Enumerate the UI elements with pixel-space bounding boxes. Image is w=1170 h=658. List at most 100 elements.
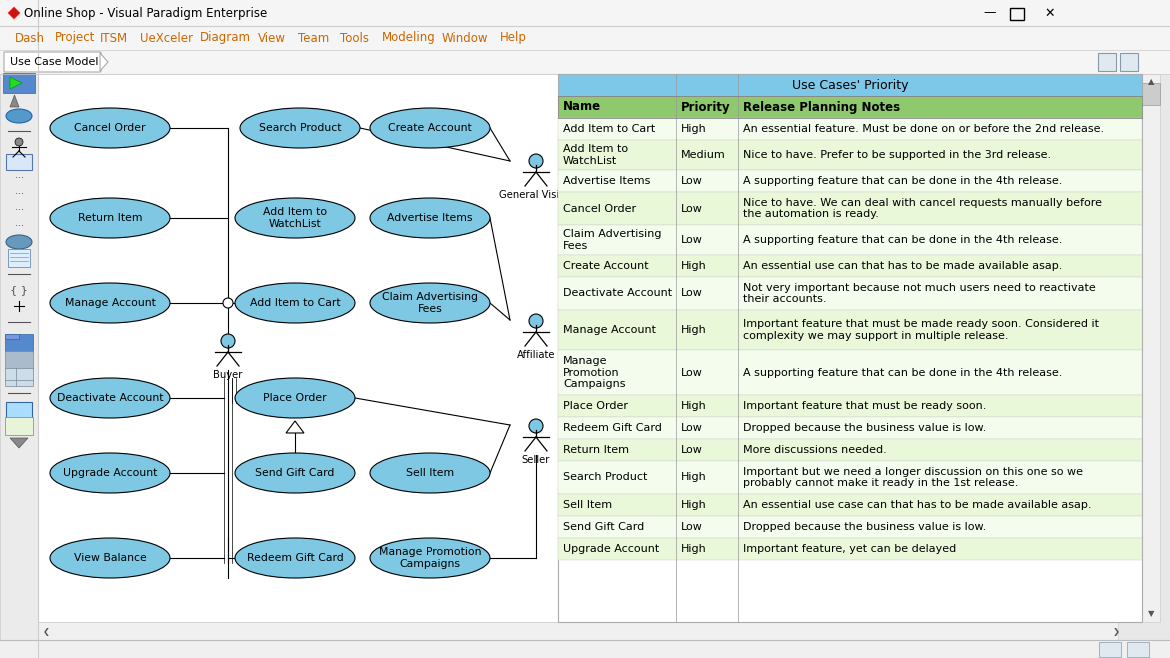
Text: UeXceler: UeXceler bbox=[140, 32, 193, 45]
Text: Tools: Tools bbox=[340, 32, 369, 45]
Ellipse shape bbox=[370, 108, 490, 148]
Text: Online Shop - Visual Paradigm Enterprise: Online Shop - Visual Paradigm Enterprise bbox=[25, 7, 267, 20]
Text: Low: Low bbox=[681, 176, 703, 186]
Text: An essential use case can that has to be made available asap.: An essential use case can that has to be… bbox=[743, 500, 1092, 510]
FancyBboxPatch shape bbox=[0, 0, 1170, 26]
Text: Affiliate: Affiliate bbox=[517, 350, 556, 360]
Text: Upgrade Account: Upgrade Account bbox=[563, 544, 659, 554]
FancyBboxPatch shape bbox=[558, 74, 1142, 622]
Text: High: High bbox=[681, 544, 707, 554]
FancyBboxPatch shape bbox=[1097, 53, 1116, 71]
FancyBboxPatch shape bbox=[4, 52, 101, 72]
Text: Claim Advertising
Fees: Claim Advertising Fees bbox=[381, 292, 479, 314]
Text: High: High bbox=[681, 472, 707, 482]
Text: ▲: ▲ bbox=[1148, 78, 1155, 86]
Text: { }: { } bbox=[11, 285, 28, 295]
Text: Release Planning Notes: Release Planning Notes bbox=[743, 101, 900, 113]
Text: ❯: ❯ bbox=[1113, 626, 1120, 636]
FancyBboxPatch shape bbox=[558, 140, 1142, 170]
Text: High: High bbox=[681, 325, 707, 335]
Text: Advertise Items: Advertise Items bbox=[387, 213, 473, 223]
Text: Diagram: Diagram bbox=[200, 32, 252, 45]
Text: Window: Window bbox=[442, 32, 489, 45]
Text: ❮: ❮ bbox=[43, 626, 50, 636]
Text: ▼: ▼ bbox=[1148, 609, 1155, 619]
Text: Project: Project bbox=[55, 32, 96, 45]
Text: Dash: Dash bbox=[15, 32, 44, 45]
FancyBboxPatch shape bbox=[558, 417, 1142, 439]
Text: Use Cases' Priority: Use Cases' Priority bbox=[792, 78, 908, 91]
Text: ···: ··· bbox=[14, 221, 23, 231]
FancyBboxPatch shape bbox=[6, 402, 32, 418]
Text: Manage Account: Manage Account bbox=[563, 325, 656, 335]
Text: Important feature that must be ready soon.: Important feature that must be ready soo… bbox=[743, 401, 986, 411]
FancyBboxPatch shape bbox=[558, 461, 1142, 494]
FancyBboxPatch shape bbox=[558, 310, 1142, 350]
FancyBboxPatch shape bbox=[558, 255, 1142, 277]
Ellipse shape bbox=[370, 538, 490, 578]
Text: ···: ··· bbox=[14, 189, 23, 199]
Text: Upgrade Account: Upgrade Account bbox=[63, 468, 157, 478]
Text: Place Order: Place Order bbox=[563, 401, 628, 411]
Text: Sell Item: Sell Item bbox=[563, 500, 612, 510]
Text: Manage Account: Manage Account bbox=[64, 298, 156, 308]
FancyBboxPatch shape bbox=[1142, 83, 1159, 105]
Text: Deactivate Account: Deactivate Account bbox=[57, 393, 164, 403]
Ellipse shape bbox=[370, 198, 490, 238]
Text: A supporting feature that can be done in the 4th release.: A supporting feature that can be done in… bbox=[743, 235, 1062, 245]
Circle shape bbox=[223, 298, 233, 308]
Text: Dropped because the business value is low.: Dropped because the business value is lo… bbox=[743, 423, 986, 433]
Text: High: High bbox=[681, 261, 707, 271]
Text: Important but we need a longer discussion on this one so we
probably cannot make: Important but we need a longer discussio… bbox=[743, 467, 1083, 488]
FancyBboxPatch shape bbox=[0, 74, 1170, 640]
FancyBboxPatch shape bbox=[0, 50, 1170, 74]
Text: Add Item to
WatchList: Add Item to WatchList bbox=[563, 144, 628, 166]
Ellipse shape bbox=[235, 198, 355, 238]
Text: Nice to have. Prefer to be supported in the 3rd release.: Nice to have. Prefer to be supported in … bbox=[743, 150, 1051, 160]
Ellipse shape bbox=[50, 453, 170, 493]
Ellipse shape bbox=[370, 453, 490, 493]
Circle shape bbox=[529, 314, 543, 328]
Text: High: High bbox=[681, 401, 707, 411]
FancyBboxPatch shape bbox=[558, 118, 1142, 140]
Text: Not very important because not much users need to reactivate
their accounts.: Not very important because not much user… bbox=[743, 283, 1096, 304]
FancyBboxPatch shape bbox=[5, 334, 19, 339]
Polygon shape bbox=[99, 53, 108, 71]
Text: Modeling: Modeling bbox=[381, 32, 435, 45]
Ellipse shape bbox=[235, 283, 355, 323]
FancyBboxPatch shape bbox=[558, 516, 1142, 538]
FancyBboxPatch shape bbox=[558, 538, 1142, 560]
FancyBboxPatch shape bbox=[558, 74, 1142, 96]
Text: Seller: Seller bbox=[522, 455, 550, 465]
Polygon shape bbox=[11, 77, 22, 89]
Text: Low: Low bbox=[681, 522, 703, 532]
Text: Manage Promotion
Campaigns: Manage Promotion Campaigns bbox=[379, 547, 481, 569]
FancyBboxPatch shape bbox=[558, 494, 1142, 516]
Text: High: High bbox=[681, 124, 707, 134]
FancyBboxPatch shape bbox=[1099, 642, 1121, 657]
Text: Create Account: Create Account bbox=[563, 261, 648, 271]
Ellipse shape bbox=[50, 108, 170, 148]
Text: A supporting feature that can be done in the 4th release.: A supporting feature that can be done in… bbox=[743, 368, 1062, 378]
Text: —: — bbox=[984, 7, 996, 20]
Ellipse shape bbox=[50, 538, 170, 578]
FancyBboxPatch shape bbox=[558, 96, 1142, 118]
FancyBboxPatch shape bbox=[5, 368, 33, 386]
Text: Claim Advertising
Fees: Claim Advertising Fees bbox=[563, 229, 661, 251]
FancyBboxPatch shape bbox=[0, 640, 1170, 658]
Text: Search Product: Search Product bbox=[563, 472, 647, 482]
Text: Priority: Priority bbox=[681, 101, 730, 113]
Text: Sell Item: Sell Item bbox=[406, 468, 454, 478]
Text: Send Gift Card: Send Gift Card bbox=[255, 468, 335, 478]
Text: More discussions needed.: More discussions needed. bbox=[743, 445, 887, 455]
Ellipse shape bbox=[50, 378, 170, 418]
FancyBboxPatch shape bbox=[1142, 74, 1159, 622]
FancyBboxPatch shape bbox=[0, 74, 37, 640]
Text: Low: Low bbox=[681, 203, 703, 213]
Text: Redeem Gift Card: Redeem Gift Card bbox=[563, 423, 662, 433]
Circle shape bbox=[529, 419, 543, 433]
Ellipse shape bbox=[240, 108, 360, 148]
Polygon shape bbox=[8, 7, 20, 19]
Text: Redeem Gift Card: Redeem Gift Card bbox=[247, 553, 343, 563]
FancyBboxPatch shape bbox=[558, 225, 1142, 255]
